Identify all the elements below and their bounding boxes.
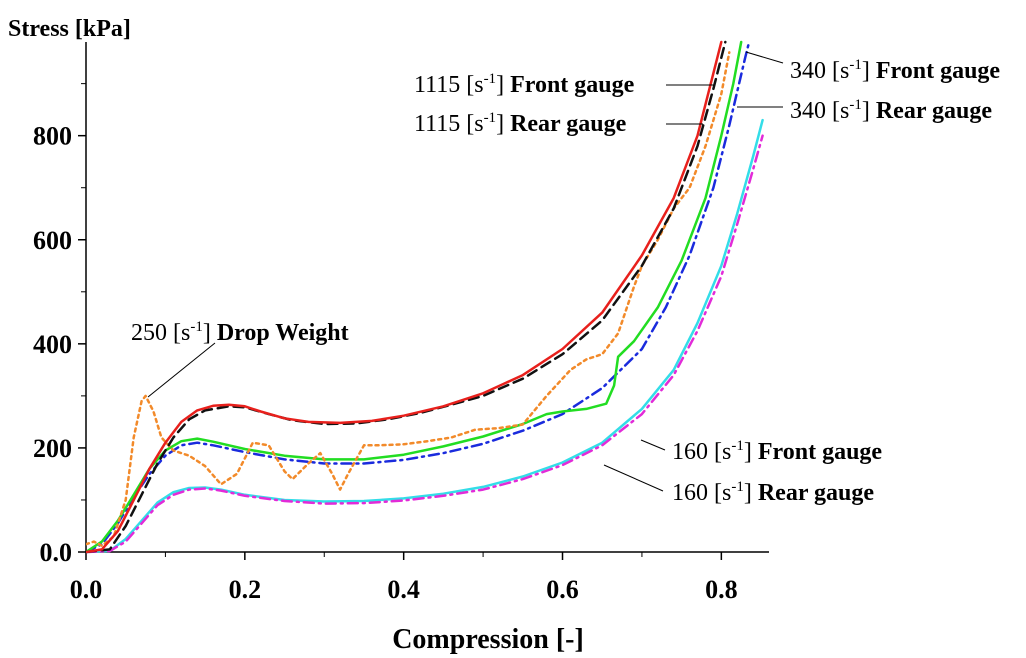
- annotation-value: 340: [790, 98, 832, 124]
- series-annotation: 160 [s-1] Front gauge: [672, 438, 882, 465]
- annotation-value: 1115: [414, 111, 466, 137]
- annotation-gauge: Front gauge: [876, 58, 1001, 84]
- annotation-gauge: Front gauge: [510, 72, 635, 98]
- y-tick-label: 0.0: [40, 538, 73, 567]
- annotation-unit-base: [s: [466, 111, 483, 137]
- annotation-unit-close: ]: [862, 98, 876, 124]
- series-line-0: [86, 40, 723, 554]
- annotation-unit-base: [s: [832, 58, 849, 84]
- leader-line-160-rear: [603, 464, 664, 492]
- x-tick-label: 0.6: [546, 575, 579, 604]
- annotation-unit-base: [s: [832, 98, 849, 124]
- series-annotation: 1115 [s-1] Rear gauge: [414, 110, 627, 137]
- annotation-gauge: Front gauge: [758, 439, 883, 465]
- series-annotation: 160 [s-1] Rear gauge: [672, 479, 874, 506]
- annotation-unit-base: [s: [466, 72, 483, 98]
- leader-line-340-front: [745, 51, 784, 64]
- series-line-6: [86, 51, 731, 548]
- y-tick-label: 800: [33, 122, 72, 151]
- annotation-value: 1115: [414, 72, 466, 98]
- series-annotation: 340 [s-1] Rear gauge: [790, 97, 992, 124]
- x-axis-title: Compression [-]: [392, 624, 584, 655]
- series-annotation: 340 [s-1] Front gauge: [790, 57, 1000, 84]
- annotation-unit-exp: -1: [484, 71, 497, 87]
- annotation-gauge: Rear gauge: [758, 480, 875, 506]
- annotation-gauge: Rear gauge: [510, 111, 627, 137]
- annotation-unit-close: ]: [496, 111, 510, 137]
- y-axis-title: Stress [kPa]: [8, 16, 131, 42]
- annotation-value: 340: [790, 58, 832, 84]
- x-tick-label: 0.4: [387, 575, 420, 604]
- annotation-unit-exp: -1: [190, 319, 203, 335]
- axes: 0.0 200 400 600 800 0.0 0.2 0.4 0.6 0.8: [33, 42, 769, 604]
- annotation-unit-base: [s: [714, 439, 731, 465]
- labels-layer: Stress [kPa] Compression [-] 1115 [s-1] …: [8, 16, 1000, 655]
- series-line-1: [86, 40, 727, 554]
- annotation-value: 160: [672, 480, 714, 506]
- y-tick-label: 400: [33, 330, 72, 359]
- y-tick-label: 600: [33, 226, 72, 255]
- y-tick-label: 200: [33, 434, 72, 463]
- annotation-unit-exp: -1: [849, 97, 862, 113]
- annotation-gauge: Rear gauge: [876, 98, 993, 124]
- annotation-gauge: Drop Weight: [217, 320, 349, 346]
- series-line-3: [86, 40, 751, 554]
- x-ticks: 0.0 0.2 0.4 0.6 0.8: [70, 552, 738, 604]
- leader-line-250-drop: [147, 342, 216, 398]
- x-tick-label: 0.8: [705, 575, 738, 604]
- series-annotation: 250 [s-1] Drop Weight: [131, 319, 349, 346]
- annotation-value: 250: [131, 320, 173, 346]
- leader-lines: [147, 51, 784, 492]
- annotation-unit-exp: -1: [731, 438, 744, 454]
- annotation-unit-exp: -1: [731, 479, 744, 495]
- y-ticks: 0.0 200 400 600 800: [33, 83, 86, 567]
- annotation-unit-base: [s: [173, 320, 190, 346]
- annotation-unit-close: ]: [496, 72, 510, 98]
- annotation-unit-exp: -1: [849, 57, 862, 73]
- annotation-unit-base: [s: [714, 480, 731, 506]
- annotation-value: 160: [672, 439, 714, 465]
- annotation-unit-close: ]: [744, 439, 758, 465]
- annotation-unit-close: ]: [744, 480, 758, 506]
- leader-line-160-front: [640, 439, 666, 451]
- series-line-4: [86, 118, 764, 554]
- series-annotation: 1115 [s-1] Front gauge: [414, 71, 635, 98]
- annotation-unit-close: ]: [862, 58, 876, 84]
- series-line-5: [86, 134, 764, 554]
- annotation-unit-close: ]: [203, 320, 217, 346]
- x-tick-label: 0.2: [229, 575, 262, 604]
- x-tick-label: 0.0: [70, 575, 103, 604]
- annotation-unit-exp: -1: [484, 110, 497, 126]
- series-layer: [86, 40, 764, 554]
